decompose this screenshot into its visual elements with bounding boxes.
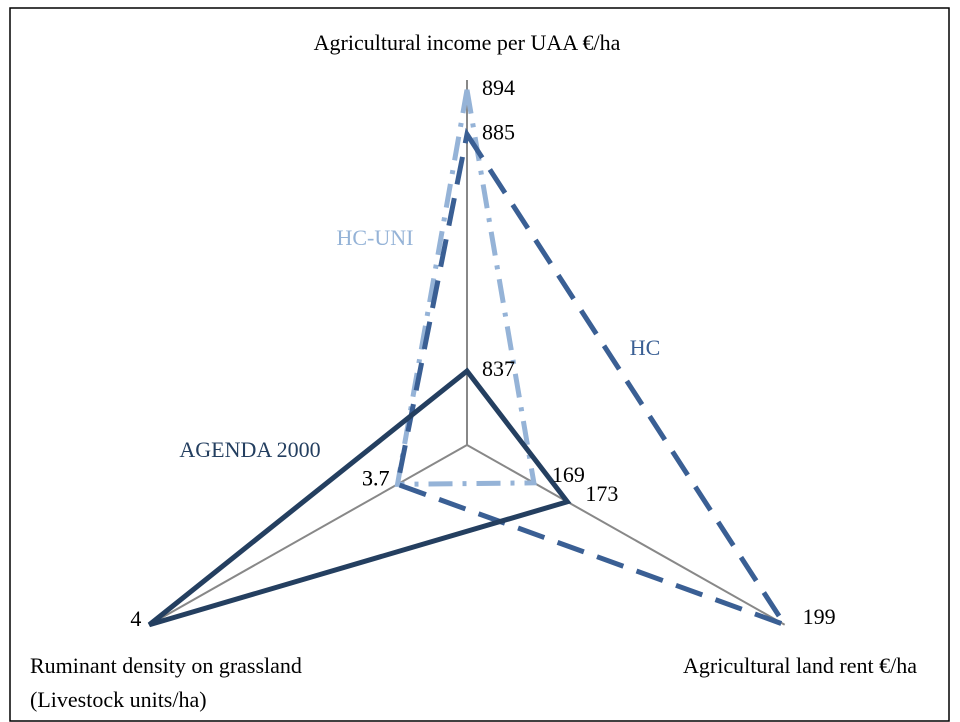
axis-label: Agricultural income per UAA €/ha [314, 30, 621, 55]
series-line [394, 89, 537, 487]
value-label: 199 [803, 604, 836, 629]
value-label: 894 [482, 75, 515, 100]
axis-label: (Livestock units/ha) [30, 687, 207, 712]
axis-label: Agricultural land rent €/ha [683, 653, 917, 678]
value-label: 885 [482, 119, 515, 144]
value-label: 3.7 [362, 465, 390, 490]
frame [9, 7, 950, 722]
value-label: 169 [552, 462, 585, 487]
axis-spoke [148, 444, 468, 626]
value-label: 837 [482, 356, 515, 381]
series-label: HC-UNI [337, 225, 414, 250]
series-line [147, 367, 572, 628]
axis-spoke [466, 444, 786, 626]
value-label: 173 [585, 481, 618, 506]
value-label: 3.7 [362, 465, 390, 490]
series-label: AGENDA 2000 [179, 437, 320, 462]
axis-label: Ruminant density on grassland [30, 653, 302, 678]
value-label: 4 [130, 606, 141, 631]
series-label: HC [630, 335, 661, 360]
